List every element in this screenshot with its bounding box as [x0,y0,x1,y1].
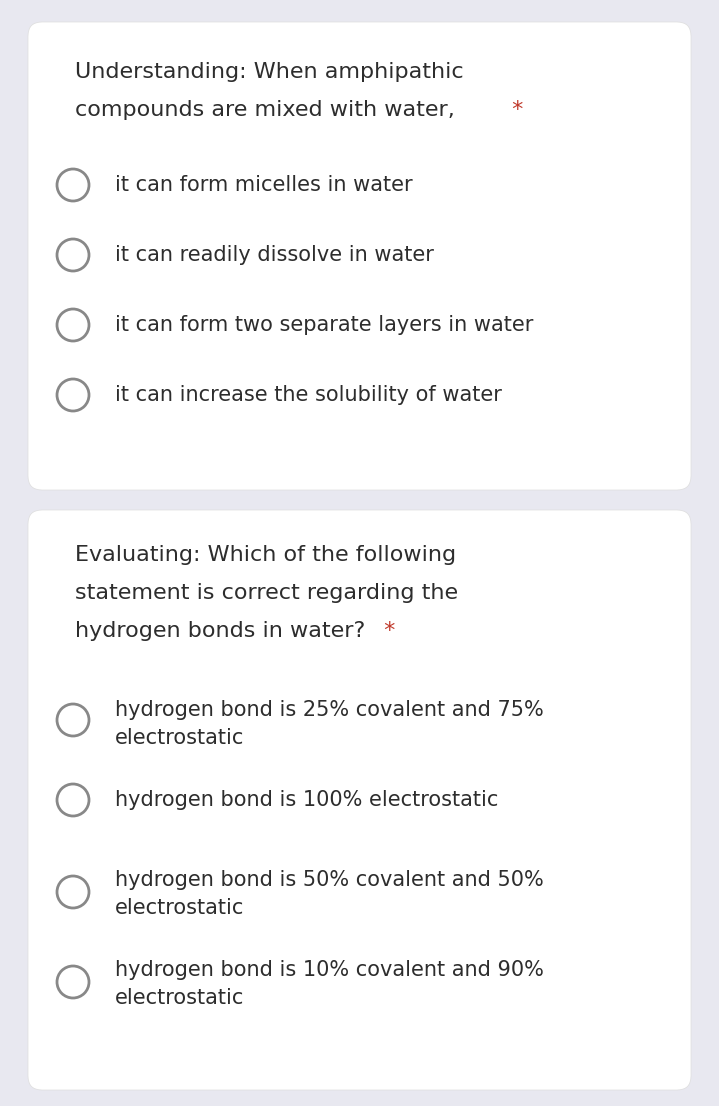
Text: hydrogen bond is 10% covalent and 90%: hydrogen bond is 10% covalent and 90% [115,960,544,980]
Circle shape [57,784,89,816]
Circle shape [57,169,89,201]
Circle shape [57,876,89,908]
Circle shape [57,309,89,341]
Text: it can form micelles in water: it can form micelles in water [115,175,413,195]
Text: *: * [377,620,395,641]
FancyBboxPatch shape [28,22,691,490]
Text: it can form two separate layers in water: it can form two separate layers in water [115,315,533,335]
Text: hydrogen bond is 100% electrostatic: hydrogen bond is 100% electrostatic [115,790,498,810]
Text: electrostatic: electrostatic [115,728,244,748]
Text: compounds are mixed with water,: compounds are mixed with water, [75,100,454,119]
FancyBboxPatch shape [28,510,691,1091]
Text: it can increase the solubility of water: it can increase the solubility of water [115,385,502,405]
Text: *: * [505,100,523,119]
Circle shape [57,966,89,998]
Text: hydrogen bond is 25% covalent and 75%: hydrogen bond is 25% covalent and 75% [115,700,544,720]
Text: hydrogen bonds in water?: hydrogen bonds in water? [75,620,365,641]
Text: electrostatic: electrostatic [115,898,244,918]
Text: hydrogen bond is 50% covalent and 50%: hydrogen bond is 50% covalent and 50% [115,870,544,890]
Text: statement is correct regarding the: statement is correct regarding the [75,583,458,603]
Circle shape [57,705,89,735]
Text: electrostatic: electrostatic [115,988,244,1008]
Text: Understanding: When amphipathic: Understanding: When amphipathic [75,62,464,82]
Circle shape [57,239,89,271]
Text: it can readily dissolve in water: it can readily dissolve in water [115,246,434,265]
Text: Evaluating: Which of the following: Evaluating: Which of the following [75,545,456,565]
Circle shape [57,379,89,411]
